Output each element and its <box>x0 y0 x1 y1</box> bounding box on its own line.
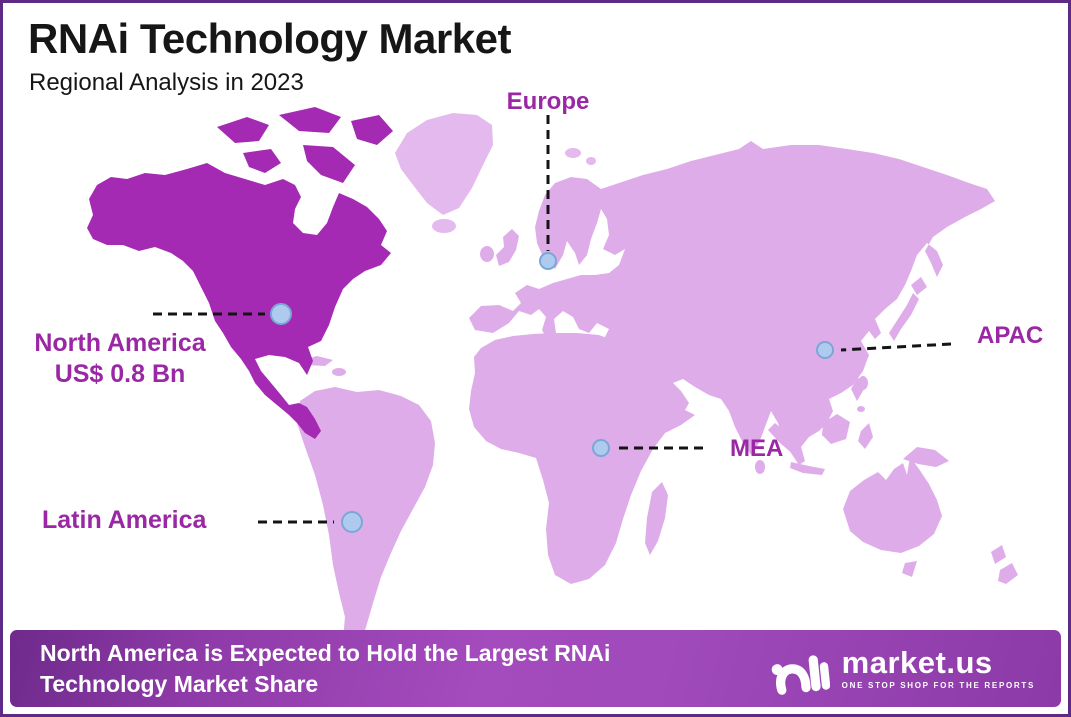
landmass-south-america <box>297 387 435 653</box>
landmass-arctic-island-1 <box>217 117 269 143</box>
landmass-japan <box>889 293 919 341</box>
footer-banner: North America is Expected to Hold the La… <box>10 630 1061 707</box>
landmass-victoria-island <box>243 149 281 173</box>
landmass-north-america-highlight <box>87 163 391 439</box>
landmass-arctic-island-3 <box>351 115 393 145</box>
landmass-svalbard-2 <box>586 157 596 165</box>
landmass-baffin-island <box>303 145 355 183</box>
region-label-mea: MEA <box>730 435 784 462</box>
landmass-new-guinea <box>903 447 949 467</box>
landmass-madagascar <box>645 482 668 555</box>
landmass-arctic-island-2 <box>279 107 341 133</box>
landmass-new-zealand-north <box>991 545 1006 564</box>
banner-headline: North America is Expected to Hold the La… <box>40 639 611 697</box>
landmass-borneo <box>822 414 850 444</box>
landmass-sri-lanka <box>755 460 765 474</box>
marker-latin-america <box>341 511 363 533</box>
landmass-hispaniola <box>332 368 346 376</box>
region-value-north-america: US$ 0.8 Bn <box>54 360 186 388</box>
leader-line-apac <box>840 342 952 352</box>
marker-mea <box>592 439 610 457</box>
region-label-apac: APAC <box>977 322 1044 349</box>
landmass-eurasia <box>469 141 995 465</box>
marker-north-america <box>270 303 292 325</box>
page-title: RNAi Technology Market <box>28 15 511 62</box>
landmass-tasmania <box>902 561 917 577</box>
region-label-europe: Europe <box>506 88 590 115</box>
page-subtitle: Regional Analysis in 2023 <box>29 69 304 96</box>
market-us-logo-icon <box>771 654 830 695</box>
region-label-north-america: North America US$ 0.8 Bn <box>17 328 223 390</box>
brand-logo: market.us ONE STOP SHOP FOR THE REPORTS <box>768 641 1035 697</box>
brand-text-block: market.us ONE STOP SHOP FOR THE REPORTS <box>841 644 1035 690</box>
landmass-taiwan <box>858 376 868 390</box>
marker-apac <box>816 341 834 359</box>
landmass-hokkaido <box>911 277 927 295</box>
landmass-new-zealand-south <box>998 563 1018 584</box>
region-label-north-america-name: North America <box>34 329 206 357</box>
landmass-sulawesi <box>858 423 873 449</box>
landmass-iceland <box>432 219 456 233</box>
landmass-africa <box>469 333 695 584</box>
landmass-java <box>790 462 825 475</box>
landmass-greenland <box>395 113 493 215</box>
marker-europe <box>539 252 557 270</box>
landmass-sumatra <box>768 423 801 455</box>
brand-tagline: ONE STOP SHOP FOR THE REPORTS <box>841 680 1035 690</box>
region-label-latin-america: Latin America <box>42 506 207 534</box>
landmass-australia <box>843 457 942 553</box>
world-map <box>87 107 1018 653</box>
landmass-ireland <box>480 246 494 262</box>
landmass-uk <box>496 229 519 266</box>
brand-name: market.us <box>841 644 993 680</box>
landmass-sakhalin <box>897 255 909 291</box>
landmass-philippines-2 <box>857 406 865 412</box>
landmass-svalbard <box>565 148 581 158</box>
